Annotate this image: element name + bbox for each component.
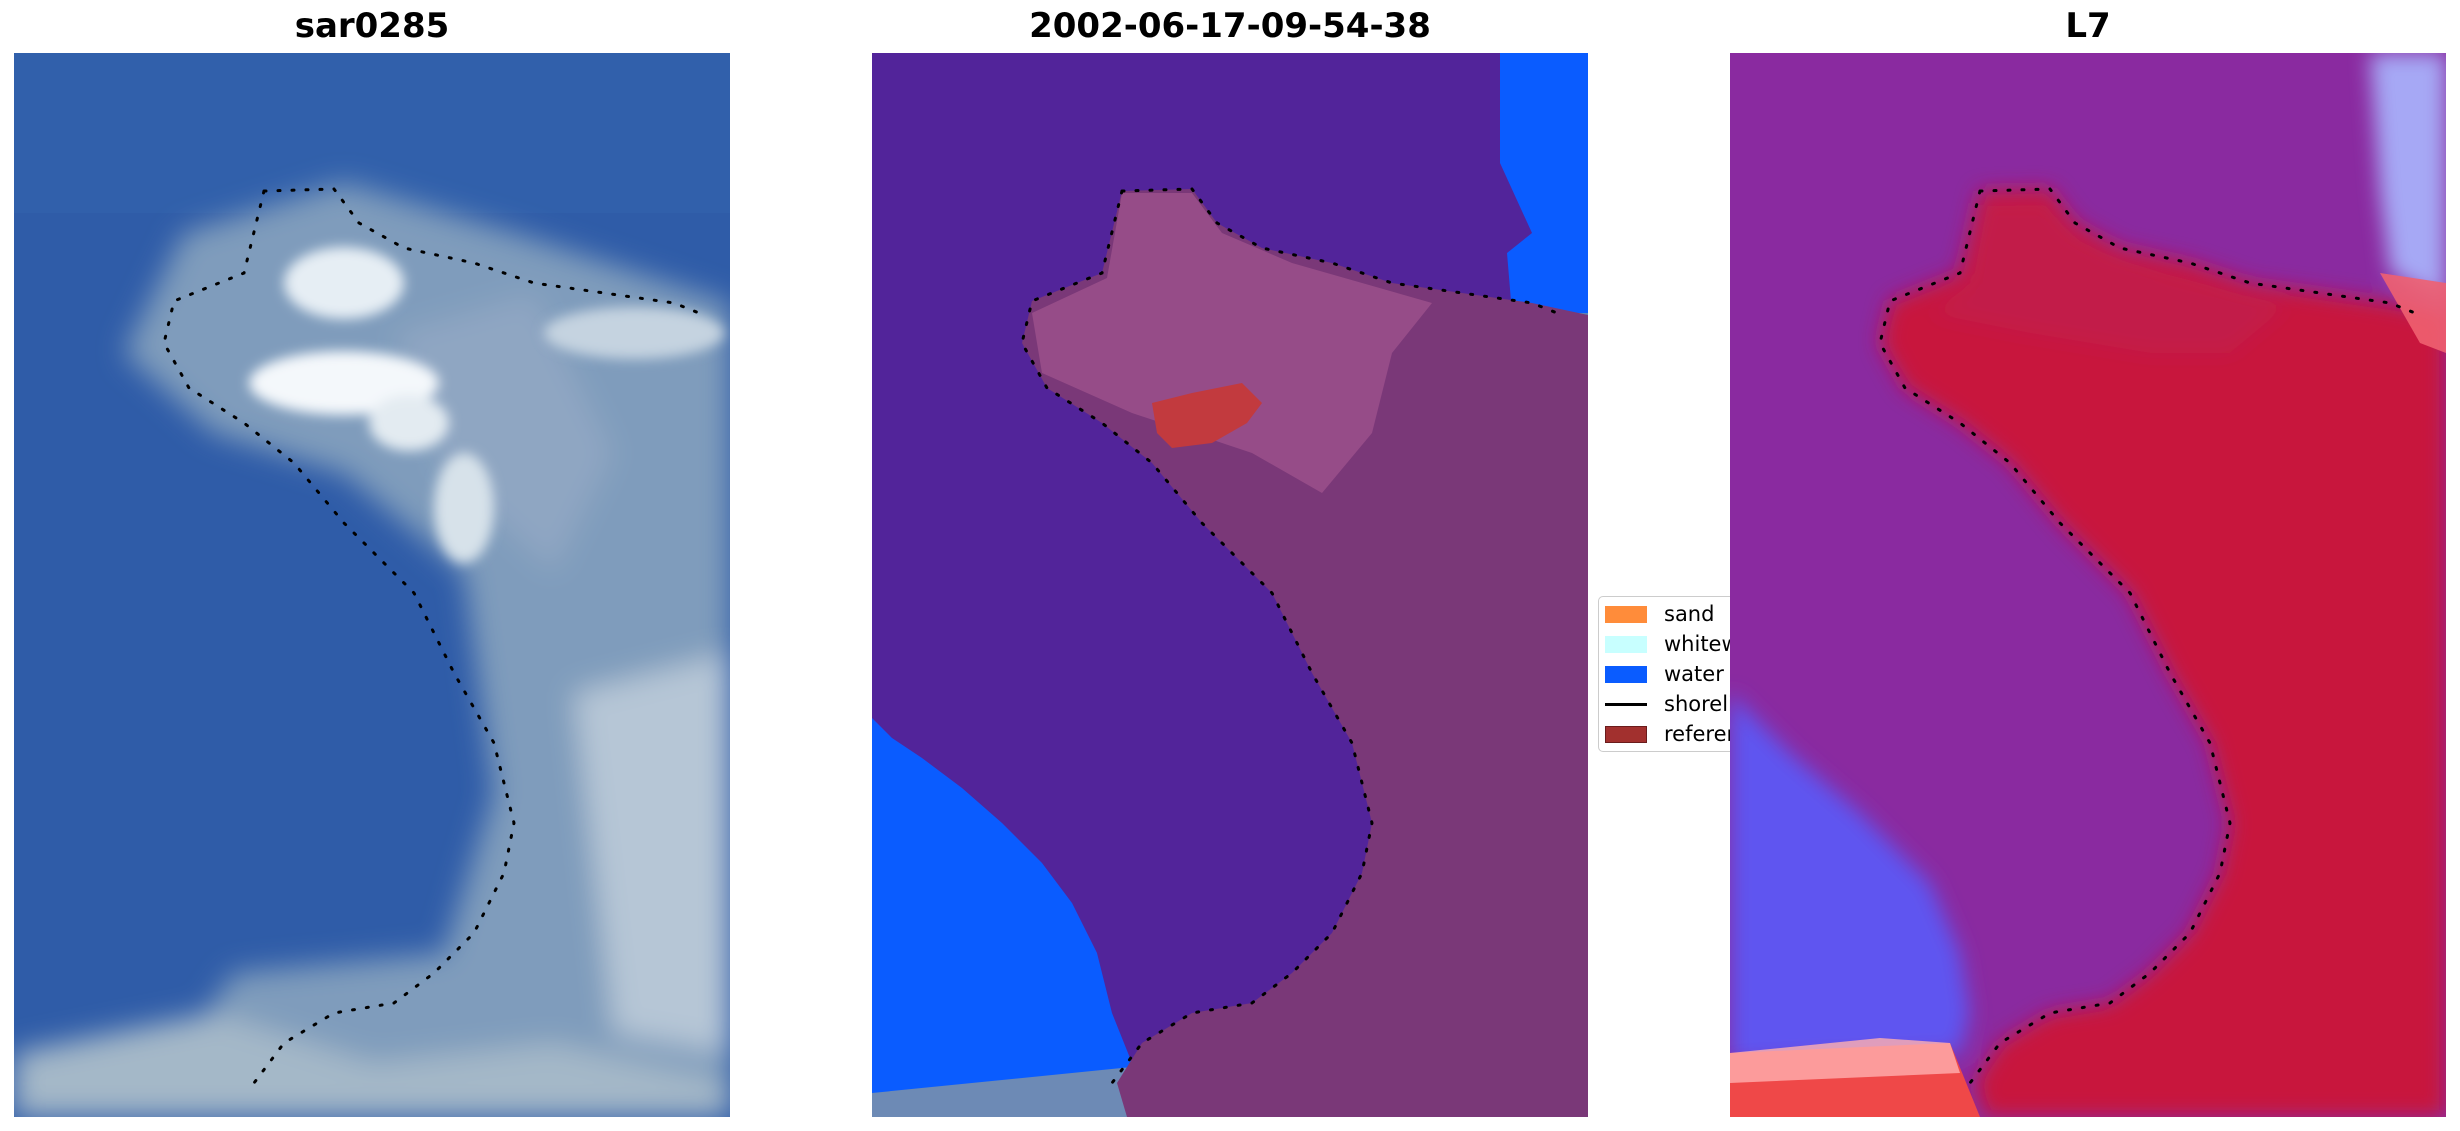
water-class-topright — [1500, 53, 1588, 333]
legend-item-shoreline: shoreline — [1605, 689, 1737, 719]
classification-panel — [872, 53, 1588, 1117]
rgb-image — [14, 53, 730, 1117]
shoreline-rgb — [162, 187, 706, 1085]
legend-label: shoreline — [1664, 692, 1737, 716]
shoreline-classification — [1020, 187, 1564, 1085]
panel-title-index: L7 — [2065, 6, 2111, 46]
legend-label: sand — [1664, 602, 1715, 626]
shoreline-index — [1878, 187, 2422, 1085]
legend-item-whitewater: whitewater — [1605, 629, 1738, 659]
legend-item-water: water — [1605, 659, 1724, 689]
reference-swatch — [1605, 725, 1647, 743]
legend-label: reference — [1664, 722, 1737, 746]
sand-swatch — [1605, 605, 1647, 623]
legend-label: whitewater — [1664, 632, 1738, 656]
legend-item-sand: sand — [1605, 599, 1714, 629]
reference-region — [1152, 383, 1262, 448]
classification-image — [872, 53, 1588, 1117]
rgb-image-panel — [14, 53, 730, 1117]
shoreline-line-swatch — [1605, 702, 1647, 706]
legend-item-reference: reference — [1605, 719, 1737, 749]
whitewater-swatch — [1605, 635, 1647, 653]
index-panel — [1730, 53, 2446, 1117]
water-class-left — [872, 718, 1162, 1117]
legend: sand whitewater water shoreline referenc… — [1598, 596, 1738, 752]
legend-label: water — [1664, 662, 1724, 686]
index-image — [1730, 53, 2446, 1117]
panel-title-rgb: sar0285 — [294, 6, 450, 46]
panel-title-classification: 2002-06-17-09-54-38 — [1029, 6, 1431, 46]
water-swatch — [1605, 665, 1647, 683]
